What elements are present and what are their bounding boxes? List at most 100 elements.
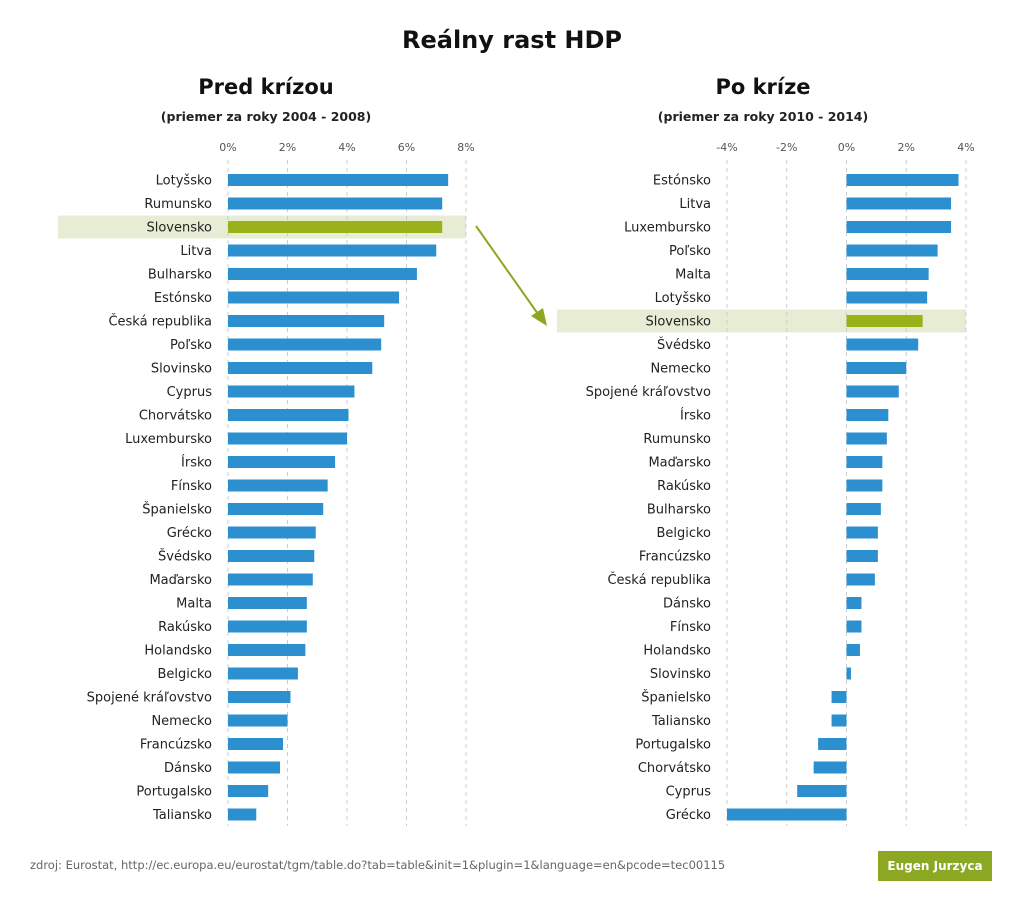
left-bar (228, 573, 313, 586)
right-category-label: Bulharsko (647, 503, 711, 518)
left-category-label: Česká republika (108, 314, 212, 330)
left-tick-label: 6% (398, 141, 415, 154)
left-bar (228, 268, 417, 280)
right-category-label: Chorvátsko (638, 761, 711, 776)
left-category-label: Bulharsko (148, 268, 212, 283)
left-bar (228, 385, 355, 398)
right-category-label: Holandsko (643, 644, 711, 659)
left-category-label: Poľsko (170, 338, 212, 353)
left-category-label: Holandsko (144, 644, 212, 659)
right-bar (831, 714, 847, 727)
left-category-label: Rumunsko (144, 197, 212, 212)
right-bar (846, 291, 928, 304)
left-category-label: Belgicko (157, 667, 212, 682)
right-bar (846, 268, 929, 280)
left-tick-label: 2% (279, 141, 296, 154)
right-category-label: Írsko (680, 408, 711, 424)
left-bar (228, 315, 385, 327)
right-category-label: Belgicko (656, 526, 711, 541)
right-category-label: Grécko (666, 808, 711, 823)
right-bar (846, 479, 883, 492)
left-bar (228, 761, 281, 774)
right-category-label: Litva (679, 197, 711, 212)
left-tick-label: 0% (219, 141, 236, 154)
right-category-label: Lotyšsko (655, 291, 711, 306)
left-category-label: Slovensko (146, 221, 212, 236)
left-category-label: Francúzsko (140, 738, 212, 753)
right-bar (846, 597, 862, 609)
left-category-label: Lotyšsko (156, 174, 212, 189)
right-category-label: Česká republika (607, 572, 711, 588)
left-bar (228, 174, 449, 186)
left-category-label: Švédsko (158, 549, 212, 565)
left-category-label: Rakúsko (158, 620, 212, 635)
left-panel-title: Pred krízou (198, 75, 333, 99)
right-bar (846, 644, 860, 656)
left-bar (228, 362, 373, 374)
right-category-label: Rumunsko (643, 432, 711, 447)
right-category-label: Fínsko (670, 620, 711, 635)
left-category-label: Spojené kráľovstvo (87, 691, 212, 706)
left-category-label: Írsko (181, 455, 212, 471)
left-bar (228, 526, 316, 539)
right-tick-label: 0% (838, 141, 855, 154)
right-category-label: Malta (675, 268, 711, 283)
left-category-label: Chorvátsko (139, 409, 212, 424)
right-category-label: Švédsko (657, 337, 711, 353)
left-bar (228, 808, 257, 821)
left-bar (228, 479, 328, 492)
right-bar (727, 808, 847, 821)
left-bar (228, 432, 347, 445)
right-bar (846, 197, 952, 210)
left-category-label: Estónsko (154, 291, 212, 306)
left-category-label: Slovinsko (151, 362, 212, 377)
right-tick-label: 2% (898, 141, 915, 154)
left-category-label: Cyprus (167, 385, 213, 400)
left-bar (228, 597, 307, 609)
left-bar (228, 714, 288, 727)
left-bar (228, 644, 306, 656)
left-bar (228, 456, 336, 468)
right-bar (846, 362, 907, 374)
left-category-label: Portugalsko (136, 785, 212, 800)
left-panel-subtitle: (priemer za roky 2004 - 2008) (161, 109, 371, 124)
right-bar (846, 338, 919, 351)
right-bar (797, 785, 847, 797)
right-category-label: Španielsko (641, 690, 711, 706)
right-panel-subtitle: (priemer za roky 2010 - 2014) (658, 109, 868, 124)
left-category-label: Nemecko (151, 714, 212, 729)
left-bar (228, 738, 284, 750)
right-bar (846, 221, 952, 233)
right-category-label: Taliansko (651, 714, 711, 729)
left-category-label: Španielsko (142, 502, 212, 518)
left-bar (228, 667, 298, 680)
right-bar (846, 456, 883, 468)
left-bar (228, 691, 291, 703)
left-bar (228, 338, 382, 351)
left-category-label: Luxembursko (125, 432, 212, 447)
connector-arrow-head (531, 308, 547, 326)
right-bar (846, 667, 851, 680)
left-tick-label: 4% (338, 141, 355, 154)
right-category-label: Rakúsko (657, 479, 711, 494)
left-category-label: Litva (180, 244, 212, 259)
left-bar (228, 409, 349, 421)
right-category-label: Nemecko (650, 362, 711, 377)
right-category-label: Slovinsko (650, 667, 711, 682)
right-tick-label: -2% (776, 141, 797, 154)
source-note: zdroj: Eurostat, http://ec.europa.eu/eur… (30, 858, 726, 872)
left-bar (228, 291, 400, 304)
author-badge: Eugen Jurzyca (878, 851, 992, 881)
right-category-label: Luxembursko (624, 221, 711, 236)
right-bar (846, 409, 889, 421)
right-category-label: Portugalsko (635, 738, 711, 753)
right-bar (846, 526, 878, 539)
right-bar (831, 691, 847, 703)
left-category-label: Dánsko (164, 761, 212, 776)
left-bar (228, 221, 443, 233)
right-panel-title: Po kríze (715, 75, 810, 99)
left-bar (228, 550, 315, 562)
right-bar (846, 174, 959, 186)
right-tick-label: 4% (957, 141, 974, 154)
